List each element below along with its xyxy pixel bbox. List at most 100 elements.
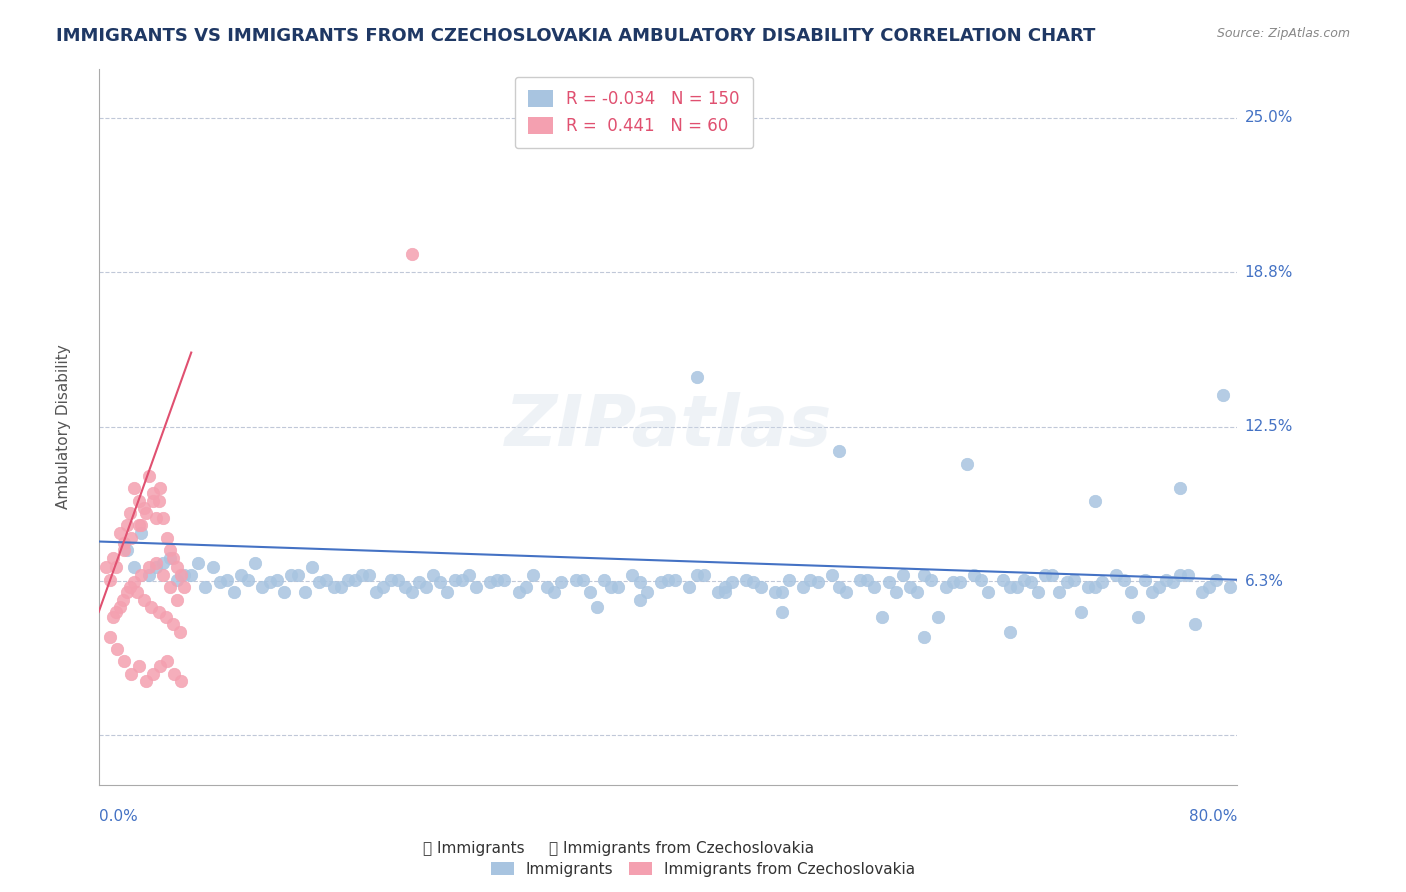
Point	[112, 535, 135, 549]
Point	[401, 585, 423, 599]
Point	[415, 580, 437, 594]
Text: 0.0%: 0.0%	[98, 810, 138, 824]
Point	[163, 666, 186, 681]
Point	[912, 630, 935, 644]
Point	[162, 617, 184, 632]
Point	[170, 674, 193, 689]
Point	[124, 575, 146, 590]
Point	[692, 567, 714, 582]
Point	[152, 511, 174, 525]
Point	[1198, 580, 1220, 594]
Legend: R = -0.034   N = 150, R =  0.441   N = 60: R = -0.034 N = 150, R = 0.441 N = 60	[515, 77, 754, 148]
Point	[1084, 580, 1107, 594]
Text: ZIPatlas: ZIPatlas	[505, 392, 832, 461]
Point	[229, 567, 252, 582]
Point	[259, 575, 281, 590]
Point	[443, 573, 465, 587]
Point	[156, 531, 179, 545]
Point	[1119, 585, 1142, 599]
Point	[115, 585, 138, 599]
Point	[607, 580, 630, 594]
Point	[149, 482, 172, 496]
Point	[1170, 567, 1192, 582]
Point	[600, 580, 623, 594]
Point	[173, 567, 195, 582]
Point	[436, 585, 458, 599]
Point	[1191, 585, 1213, 599]
Point	[294, 585, 316, 599]
Point	[998, 624, 1021, 639]
Point	[301, 560, 323, 574]
Point	[935, 580, 957, 594]
Text: 12.5%: 12.5%	[1244, 419, 1294, 434]
Point	[742, 575, 765, 590]
Text: 6.3%: 6.3%	[1244, 574, 1284, 589]
Point	[714, 580, 737, 594]
Point	[835, 585, 858, 599]
Point	[735, 573, 758, 587]
Point	[138, 567, 160, 582]
Point	[273, 585, 295, 599]
Point	[685, 567, 707, 582]
Point	[685, 370, 707, 384]
Point	[315, 573, 337, 587]
Point	[222, 585, 245, 599]
Point	[1105, 567, 1128, 582]
Point	[266, 573, 288, 587]
Text: IMMIGRANTS VS IMMIGRANTS FROM CZECHOSLOVAKIA AMBULATORY DISABILITY CORRELATION C: IMMIGRANTS VS IMMIGRANTS FROM CZECHOSLOV…	[56, 27, 1095, 45]
Point	[763, 585, 786, 599]
Point	[770, 585, 793, 599]
Point	[422, 567, 444, 582]
Point	[1170, 482, 1192, 496]
Point	[1019, 575, 1042, 590]
Point	[408, 575, 430, 590]
Point	[152, 567, 174, 582]
Point	[856, 573, 879, 587]
Point	[920, 573, 942, 587]
Point	[134, 501, 156, 516]
Point	[180, 567, 202, 582]
Text: 25.0%: 25.0%	[1244, 111, 1294, 126]
Point	[101, 550, 124, 565]
Point	[124, 560, 146, 574]
Point	[778, 573, 800, 587]
Point	[828, 444, 851, 458]
Point	[159, 543, 181, 558]
Point	[149, 659, 172, 673]
Point	[366, 585, 388, 599]
Point	[238, 573, 260, 587]
Point	[131, 525, 153, 540]
Point	[884, 585, 907, 599]
Point	[187, 556, 209, 570]
Point	[127, 585, 149, 599]
Point	[621, 567, 644, 582]
Point	[142, 486, 165, 500]
Point	[108, 599, 131, 614]
Point	[1212, 387, 1234, 401]
Point	[104, 605, 127, 619]
Point	[387, 573, 409, 587]
Point	[112, 654, 135, 668]
Point	[1219, 580, 1241, 594]
Point	[586, 599, 609, 614]
Point	[111, 592, 134, 607]
Point	[128, 493, 150, 508]
Point	[1177, 567, 1199, 582]
Point	[578, 585, 600, 599]
Point	[148, 493, 170, 508]
Point	[343, 573, 366, 587]
Point	[173, 580, 195, 594]
Point	[450, 573, 472, 587]
Point	[1154, 573, 1177, 587]
Point	[1049, 585, 1071, 599]
Point	[215, 573, 238, 587]
Point	[155, 610, 177, 624]
Point	[145, 511, 167, 525]
Point	[394, 580, 416, 594]
Point	[201, 560, 224, 574]
Point	[148, 605, 170, 619]
Point	[1184, 617, 1206, 632]
Point	[105, 642, 128, 657]
Point	[770, 605, 793, 619]
Point	[159, 550, 181, 565]
